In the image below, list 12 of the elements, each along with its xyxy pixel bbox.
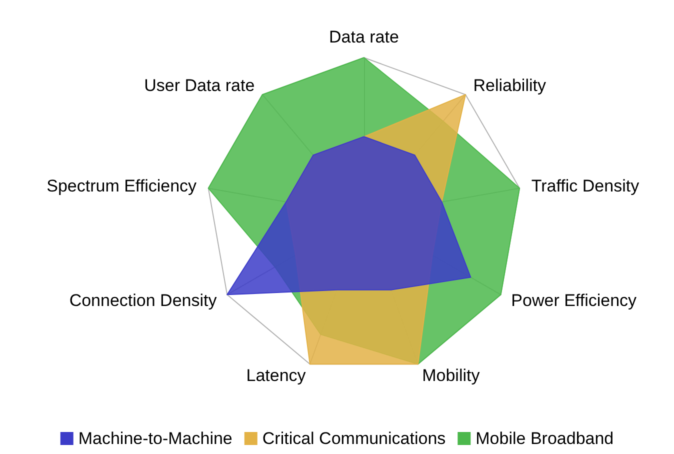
legend-label: Critical Communications <box>262 429 446 448</box>
spoke-label: Mobility <box>422 366 480 385</box>
spoke-label: Traffic Density <box>531 176 640 196</box>
spoke-label: Connection Density <box>69 291 218 310</box>
spoke-label: Power Efficiency <box>511 291 638 310</box>
spoke-label: Spectrum Efficiency <box>46 176 198 196</box>
legend-label: Mobile Broadband <box>476 429 614 448</box>
spoke-label: Reliability <box>473 76 546 95</box>
spoke-label: User Data rate <box>144 76 255 95</box>
spoke-label: Latency <box>246 366 306 385</box>
spoke-label: Data rate <box>328 28 399 47</box>
legend-label: Machine-to-Machine <box>78 429 232 448</box>
